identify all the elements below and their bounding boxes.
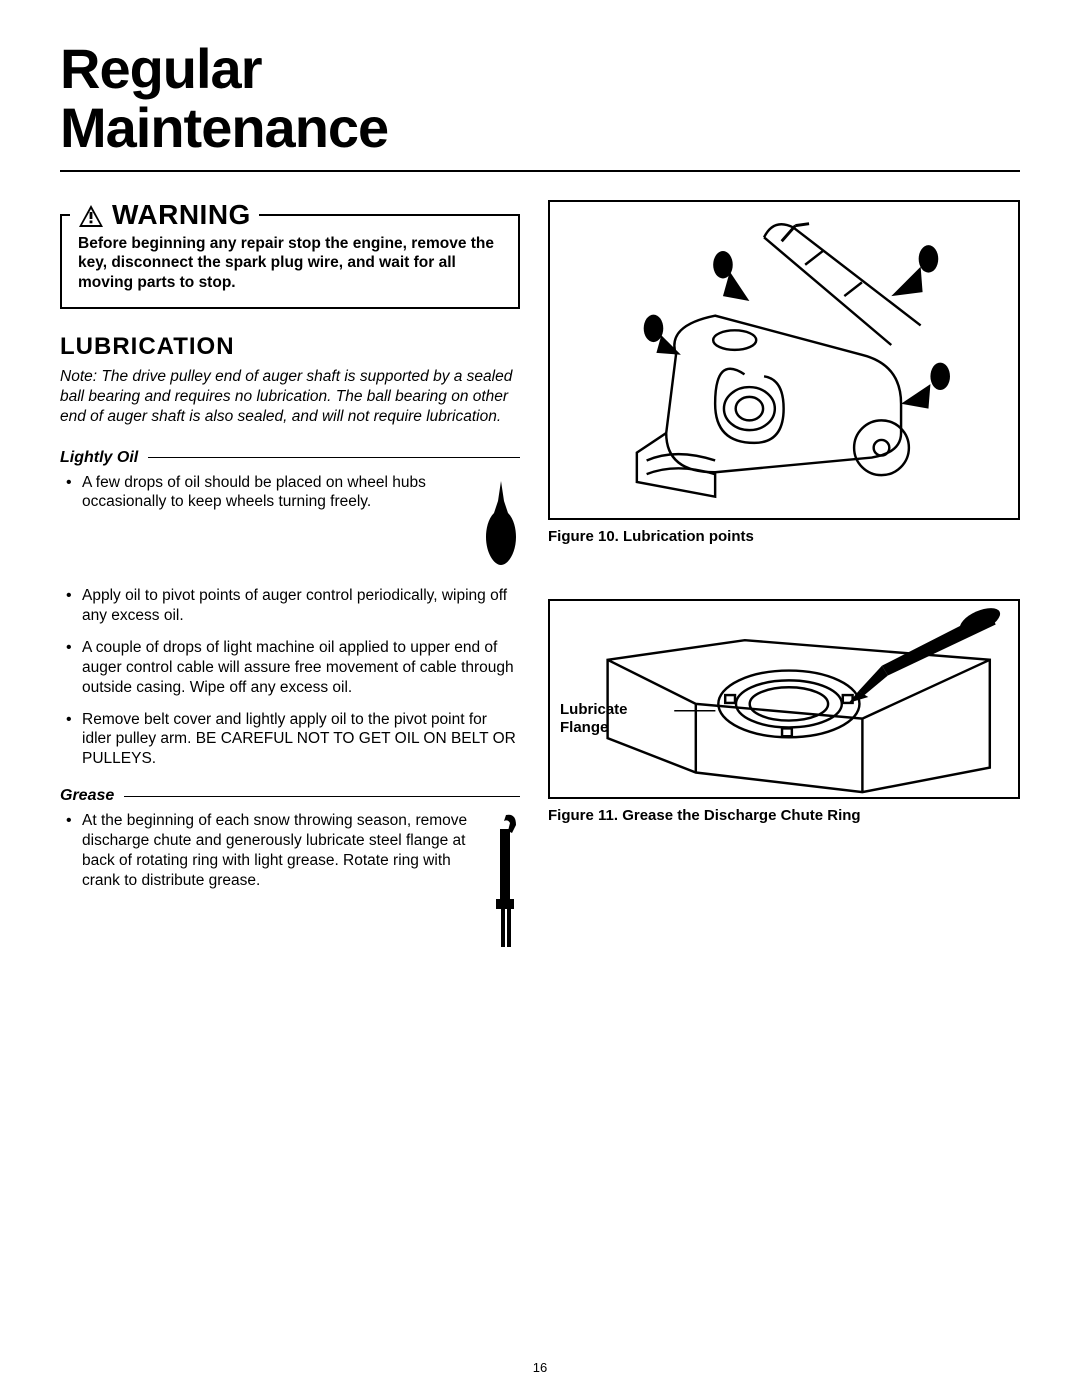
flange-label-line2: Flange — [560, 719, 608, 736]
oil-can-icon — [482, 479, 520, 575]
left-column: WARNING Before beginning any repair stop… — [60, 200, 520, 969]
grease-heading-row: Grease — [60, 787, 520, 805]
title-line-2: Maintenance — [60, 96, 388, 159]
grease-gun-icon — [488, 811, 520, 957]
list-item: Remove belt cover and lightly apply oil … — [82, 710, 520, 769]
title-rule — [60, 170, 1020, 172]
page-number: 16 — [0, 1360, 1080, 1375]
lightly-oil-heading-row: Lightly Oil — [60, 449, 520, 467]
list-item: At the beginning of each snow throwing s… — [82, 811, 520, 957]
warning-legend: WARNING — [70, 199, 259, 231]
figure-10-wrap: Figure 10. Lubrication points — [548, 200, 1020, 545]
list-item-text: A couple of drops of light machine oil a… — [82, 639, 514, 696]
grease-rule — [124, 796, 520, 797]
lightly-oil-heading: Lightly Oil — [60, 449, 138, 467]
warning-triangle-icon — [78, 203, 104, 227]
warning-box: WARNING Before beginning any repair stop… — [60, 214, 520, 309]
chute-ring-diagram-icon — [550, 601, 1018, 797]
figure-11-caption: Figure 11. Grease the Discharge Chute Ri… — [548, 807, 1020, 824]
list-item: A few drops of oil should be placed on w… — [82, 473, 520, 575]
warning-text: Before beginning any repair stop the eng… — [78, 234, 502, 293]
flange-label-line1: Lubricate — [560, 701, 628, 718]
list-item: Apply oil to pivot points of auger contr… — [82, 586, 520, 626]
lightly-oil-rule — [148, 457, 520, 458]
title-line-1: Regular — [60, 37, 262, 100]
list-item-text: At the beginning of each snow throwing s… — [82, 811, 480, 890]
list-item-text: Remove belt cover and lightly apply oil … — [82, 711, 516, 768]
list-item-text: A few drops of oil should be placed on w… — [82, 473, 474, 513]
lightly-oil-list: A few drops of oil should be placed on w… — [60, 473, 520, 769]
grease-heading: Grease — [60, 787, 114, 805]
list-item-text: Apply oil to pivot points of auger contr… — [82, 587, 507, 624]
content-columns: WARNING Before beginning any repair stop… — [60, 200, 1020, 969]
grease-list: At the beginning of each snow throwing s… — [60, 811, 520, 957]
page-title: Regular Maintenance — [60, 40, 1020, 158]
right-column: Figure 10. Lubrication points — [548, 200, 1020, 969]
figure-11-box: Lubricate Flange — [548, 599, 1020, 799]
figure-11-wrap: Lubricate Flange Figure 11. Grease the D… — [548, 599, 1020, 824]
lubrication-heading: LUBRICATION — [60, 333, 520, 361]
figure-10-caption: Figure 10. Lubrication points — [548, 528, 1020, 545]
lubrication-note: Note: The drive pulley end of auger shaf… — [60, 367, 520, 426]
figure-10-box — [548, 200, 1020, 520]
warning-label: WARNING — [112, 199, 251, 231]
list-item: A couple of drops of light machine oil a… — [82, 638, 520, 697]
lubricate-flange-label: Lubricate Flange — [560, 701, 628, 737]
snow-thrower-diagram-icon — [559, 208, 1008, 511]
